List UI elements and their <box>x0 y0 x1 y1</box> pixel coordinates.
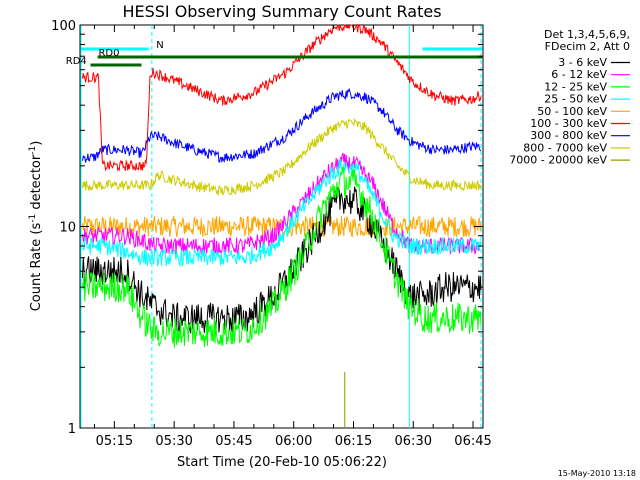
legend-header-1: FDecim 2, Att 0 <box>545 40 630 53</box>
legend-label-5: 100 - 300 keV <box>530 117 607 130</box>
x-tick-label-0: 05:15 <box>96 434 133 449</box>
y-axis-label-close: ) <box>29 141 44 146</box>
x-axis: 05:15 05:30 05:45 06:00 06:15 06:30 06:45 <box>93 25 492 449</box>
legend-header-0: Det 1,3,4,5,6,9, <box>544 28 630 41</box>
series-line-2 <box>82 167 482 348</box>
y-axis-label-sup: -1 <box>28 214 38 223</box>
x-tick-label-2: 05:45 <box>215 434 252 449</box>
series-line-5 <box>82 23 482 172</box>
legend-label-8: 7000 - 20000 keV <box>509 154 607 167</box>
state-label-2: RD0 <box>98 48 119 59</box>
legend-label-6: 300 - 800 keV <box>530 129 607 142</box>
attenuator-states: N RD0 RD4 <box>66 40 483 67</box>
legend-label-3: 25 - 50 keV <box>544 93 607 106</box>
y-axis-label-prefix: Count Rate (s <box>29 223 44 312</box>
y-axis-label-suffix: detector <box>29 154 44 214</box>
footer-date: 15-May-2010 13:18 <box>558 469 636 478</box>
legend-label-0: 3 - 6 keV <box>558 56 607 69</box>
state-label-3: RD4 <box>66 56 87 67</box>
x-tick-label-4: 06:15 <box>335 434 372 449</box>
x-tick-label-5: 06:30 <box>395 434 432 449</box>
y-tick-label-2: 100 <box>51 19 76 34</box>
series-group <box>82 23 482 428</box>
series-line-6 <box>82 88 482 163</box>
y-tick-label-1: 10 <box>59 221 76 236</box>
legend: Det 1,3,4,5,6,9,FDecim 2, Att 0 3 - 6 keV… <box>509 28 630 167</box>
chart-title: HESSI Observing Summary Count Rates <box>122 2 441 21</box>
series-line-7 <box>82 117 482 196</box>
legend-label-2: 12 - 25 keV <box>544 80 607 93</box>
series-line-3 <box>82 159 482 267</box>
x-tick-label-6: 06:45 <box>454 434 491 449</box>
x-tick-label-3: 06:00 <box>275 434 312 449</box>
y-tick-label-0: 1 <box>68 422 76 437</box>
y-axis-label: Count Rate (s-1 detector-1) <box>28 141 44 312</box>
legend-label-7: 800 - 7000 keV <box>523 141 607 154</box>
y-axis: 1 10 100 <box>51 19 483 437</box>
series-line-4 <box>82 215 482 238</box>
x-tick-label-1: 05:30 <box>155 434 192 449</box>
y-axis-label-sup-2: -1 <box>28 146 38 155</box>
legend-label-4: 50 - 100 keV <box>537 105 607 118</box>
state-label-0: N <box>156 40 163 51</box>
x-axis-label: Start Time (20-Feb-10 05:06:22) <box>177 455 387 470</box>
legend-label-1: 6 - 12 keV <box>551 68 607 81</box>
